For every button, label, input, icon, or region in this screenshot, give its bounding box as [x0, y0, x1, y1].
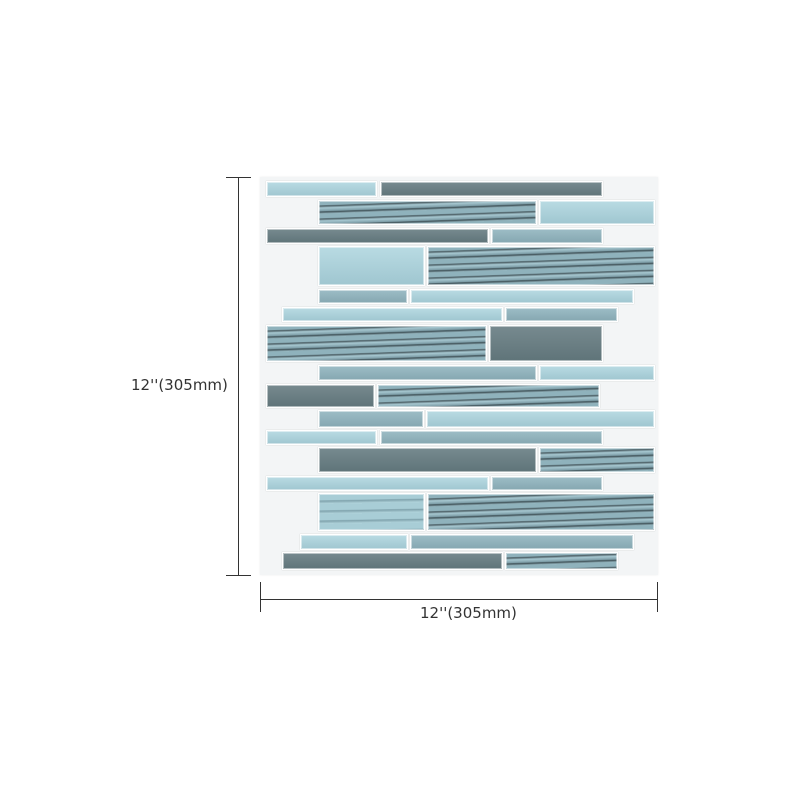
mosaic-tile: [410, 534, 634, 550]
mosaic-tile: [377, 384, 600, 408]
mosaic-tile: [380, 181, 603, 197]
mosaic-tile: [427, 493, 655, 531]
mosaic-tile: [282, 307, 503, 322]
mosaic-tile: [318, 493, 425, 531]
mosaic-tile: [489, 325, 603, 362]
mosaic-tile: [266, 430, 377, 445]
mosaic-tile: [266, 384, 375, 408]
mosaic-tile: [266, 476, 489, 491]
mosaic-tile: [380, 430, 603, 445]
mosaic-tile: [539, 200, 655, 225]
mosaic-tile: [539, 447, 655, 473]
mosaic-tile: [505, 307, 618, 322]
mosaic-tile: [266, 228, 489, 244]
height-label: 12''(305mm): [131, 376, 228, 394]
mosaic-tile: [427, 246, 655, 286]
mosaic-tile: [282, 552, 503, 570]
mosaic-tile: [318, 246, 425, 286]
mosaic-tile: [426, 410, 655, 428]
mosaic-tile: [410, 289, 634, 304]
mosaic-tile: [318, 289, 408, 304]
mosaic-tile: [318, 447, 537, 473]
width-dimension-line: [260, 599, 658, 600]
mosaic-tile: [539, 365, 655, 381]
width-dimension-tick-left: [260, 582, 261, 612]
mosaic-tile: [318, 410, 424, 428]
mosaic-tile: [318, 200, 537, 225]
mosaic-tile: [491, 476, 603, 491]
mosaic-tile: [491, 228, 603, 244]
mosaic-tile: [505, 552, 618, 570]
mosaic-tile: [318, 365, 537, 381]
mosaic-tile: [266, 325, 487, 362]
height-dimension-tick-bottom: [226, 575, 251, 576]
height-dimension-line: [238, 177, 239, 575]
mosaic-tile: [266, 181, 377, 197]
height-dimension-tick-top: [226, 177, 251, 178]
width-label: 12''(305mm): [420, 604, 517, 622]
width-dimension-tick-right: [657, 582, 658, 612]
mosaic-tile: [300, 534, 408, 550]
